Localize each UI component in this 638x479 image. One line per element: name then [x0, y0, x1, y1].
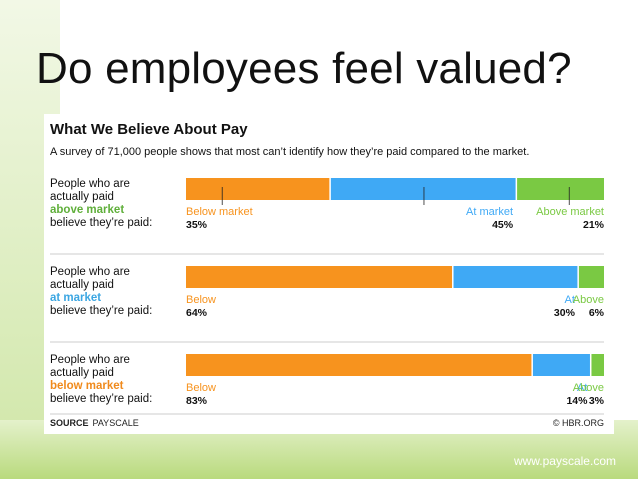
row-label-highlight: below market [50, 380, 124, 392]
chart-title: What We Believe About Pay [50, 121, 248, 138]
row-label-line: People who are [50, 266, 130, 278]
row-label-above-market: People who are actually paid above marke… [50, 178, 185, 230]
source-label: SOURCE [50, 418, 89, 428]
segment-value-label: 30% [554, 307, 576, 319]
bar-segment-at [532, 354, 590, 376]
segment-value-label: 45% [492, 219, 514, 231]
segment-category-label: Below [186, 382, 216, 394]
row-label-line: actually paid [50, 191, 114, 203]
segment-value-label: 35% [186, 219, 208, 231]
credit-note: © HBR.ORG [552, 418, 604, 428]
segment-category-label: At [565, 294, 575, 306]
website-url: www.payscale.com [513, 454, 616, 468]
segment-value-label: 6% [589, 307, 605, 319]
segment-category-label: Below market [186, 206, 253, 218]
segment-category-label: Below [186, 294, 216, 306]
source-note: SOURCE PAYSCALE [50, 418, 139, 428]
chart-subtitle: A survey of 71,000 people shows that mos… [50, 146, 530, 158]
segment-category-label: Above [573, 382, 604, 394]
segment-value-label: 14% [566, 395, 588, 407]
source-name: PAYSCALE [92, 418, 139, 428]
bar-segment-below [186, 266, 453, 288]
segment-category-label: At [577, 382, 587, 394]
row-label-highlight: above market [50, 204, 125, 216]
row-label-line: People who are [50, 354, 130, 366]
chart-panel: What We Believe About Pay A survey of 71… [44, 114, 614, 434]
segment-value-label: 83% [186, 395, 208, 407]
bar-segment-at [330, 178, 516, 200]
segment-category-label: Above market [536, 206, 604, 218]
bar-segment-above [591, 354, 604, 376]
row-label-line: People who are [50, 178, 130, 190]
segment-value-label: 21% [583, 219, 605, 231]
row-label-at-market: People who are actually paid at market b… [50, 266, 185, 318]
segment-value-label: 3% [589, 395, 605, 407]
segment-category-label: At market [466, 206, 513, 218]
bar-segment-above [517, 178, 604, 200]
bar-segment-above [578, 266, 604, 288]
row-label-line: believe they’re paid: [50, 393, 153, 405]
bar-segment-at [453, 266, 578, 288]
bar-segment-below [186, 178, 330, 200]
row-label-line: actually paid [50, 367, 114, 379]
row-label-below-market: People who are actually paid below marke… [50, 354, 185, 406]
bar-segment-below [186, 354, 532, 376]
row-label-highlight: at market [50, 292, 102, 304]
row-label-line: believe they’re paid: [50, 217, 153, 229]
segment-value-label: 64% [186, 307, 208, 319]
row-label-line: believe they’re paid: [50, 305, 153, 317]
slide-title: Do employees feel valued? [36, 44, 572, 93]
row-label-line: actually paid [50, 279, 114, 291]
segment-category-label: Above [573, 294, 604, 306]
